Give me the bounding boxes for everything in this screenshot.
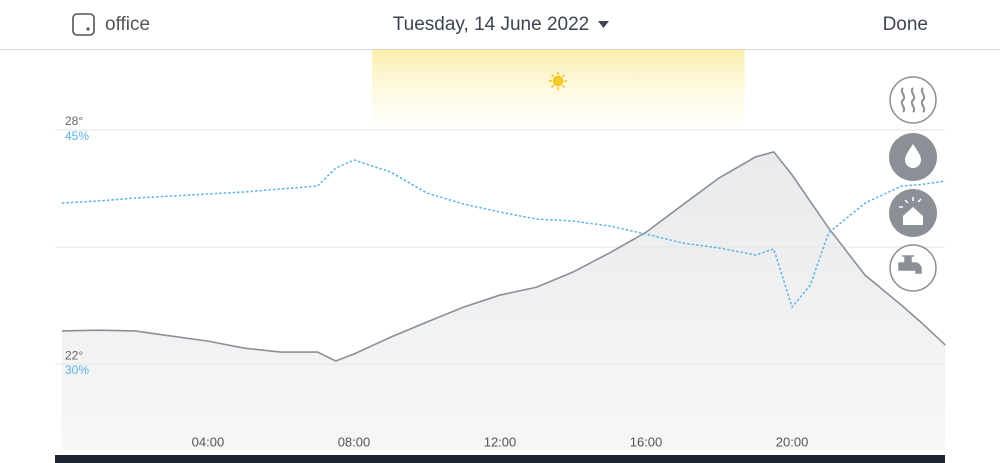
outdoor-icon (903, 207, 923, 225)
header: office Tuesday, 14 June 2022 Done (0, 13, 1000, 50)
heating-icon (900, 87, 926, 113)
sun-rays (549, 72, 567, 90)
dropdown-arrow[interactable] (598, 21, 609, 28)
y-tick-label: 22° (65, 348, 83, 362)
sun (552, 75, 564, 87)
humidity-icon (905, 144, 921, 168)
x-tick-label: 20:00 (776, 434, 809, 449)
temperature-line (61, 150, 946, 362)
y2-tick-label: 45% (65, 129, 89, 143)
x-tick-label: 04:00 (192, 434, 225, 449)
view-buttons (889, 76, 937, 292)
done-button[interactable]: Done (883, 14, 928, 35)
sun-icon (549, 72, 567, 90)
y-tick-label: 28° (65, 114, 83, 128)
x-tick-label: 16:00 (630, 434, 663, 449)
bottom-bar (55, 455, 945, 463)
location[interactable]: office (105, 14, 150, 35)
location-icon-dot (86, 27, 90, 31)
x-tick-label: 08:00 (338, 434, 371, 449)
plot: 22° 28° 30% 45% 04:00 08:00 12:00 16:00 20:00 (55, 50, 946, 451)
location-icon[interactable] (72, 13, 95, 36)
outdoor-icon-rays (899, 197, 922, 208)
y2-tick-label: 30% (65, 363, 89, 377)
x-tick-label: 12:00 (484, 434, 517, 449)
date-picker[interactable]: Tuesday, 14 June 2022 (393, 14, 589, 35)
water-icon (898, 255, 922, 274)
temperature-area (61, 151, 946, 451)
